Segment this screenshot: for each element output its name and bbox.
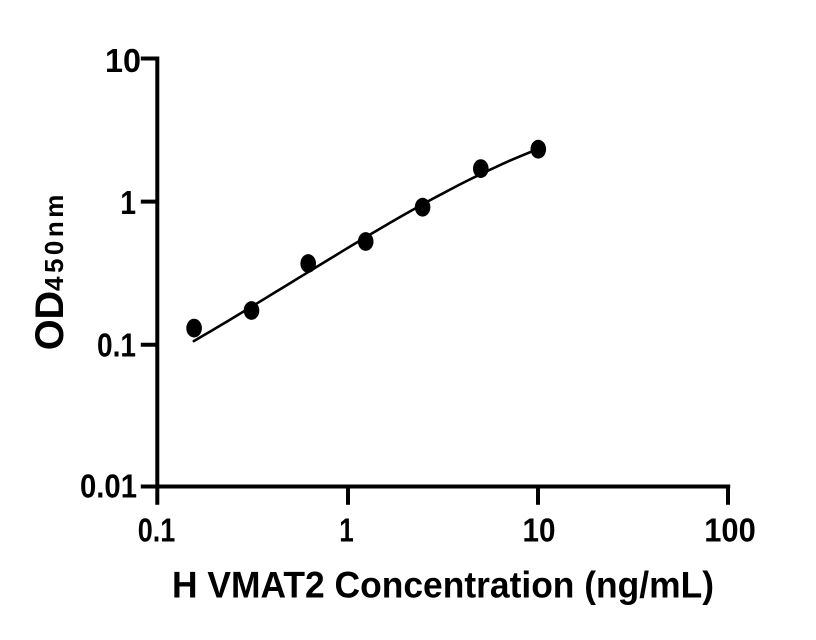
svg-text:1: 1 [120,185,136,222]
svg-text:10: 10 [105,43,141,80]
svg-text:0.1: 0.1 [97,327,136,364]
svg-text:450nm: 450nm [39,191,69,291]
svg-text:H VMAT2 Concentration (ng/mL): H VMAT2 Concentration (ng/mL) [172,564,714,605]
svg-text:0.1: 0.1 [138,512,176,549]
svg-text:1: 1 [339,512,354,549]
svg-text:100: 100 [704,512,756,549]
svg-text:OD: OD [28,291,72,351]
svg-text:0.01: 0.01 [80,469,137,506]
svg-text:10: 10 [523,512,556,549]
